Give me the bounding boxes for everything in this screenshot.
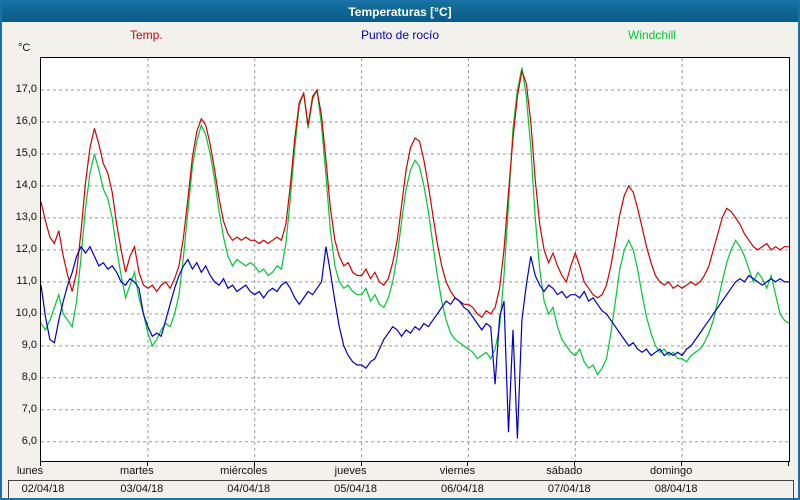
x-date-label: 05/04/18 xyxy=(334,483,377,495)
y-tick-label: 15,0 xyxy=(15,146,37,159)
x-day-label: viernes xyxy=(439,465,476,477)
x-date-label: 04/04/18 xyxy=(227,483,271,495)
y-axis-unit-label: °C xyxy=(18,42,31,54)
y-tick-label: 13,0 xyxy=(15,210,37,223)
y-tick-label: 7,0 xyxy=(21,402,37,415)
x-date-label: 07/04/18 xyxy=(547,483,591,495)
x-axis-tick xyxy=(253,462,255,466)
x-axis-tick xyxy=(788,462,789,466)
legend-item-windchill: Windchill xyxy=(628,28,677,42)
x-day-label: lunes xyxy=(16,465,44,477)
x-date-label: 08/04/18 xyxy=(654,483,698,495)
x-axis-tick xyxy=(681,462,683,466)
y-tick-label: 11,0 xyxy=(16,274,37,287)
x-day-label: jueves xyxy=(334,465,367,477)
x-axis-tick xyxy=(146,462,148,466)
x-date-label: 02/04/18 xyxy=(21,483,65,495)
y-tick-label: 8,0 xyxy=(21,370,37,383)
x-day-label: sábado xyxy=(546,465,583,477)
y-tick-label: 10,0 xyxy=(15,306,37,319)
x-day-label: domingo xyxy=(650,465,693,477)
y-tick-label: 16,0 xyxy=(15,114,37,127)
legend-item-dew-point: Punto de rocío xyxy=(360,28,440,42)
window-titlebar: Temperaturas [°C] xyxy=(2,2,798,22)
x-axis-tick xyxy=(40,462,41,466)
x-date-label: 03/04/18 xyxy=(120,483,164,495)
y-tick-label: 17,0 xyxy=(15,82,37,95)
x-date-label: 06/04/18 xyxy=(441,483,484,495)
y-tick-label: 14,0 xyxy=(15,178,37,191)
y-tick-label: 12,0 xyxy=(15,242,37,255)
y-tick-label: 6,0 xyxy=(21,434,37,447)
x-axis-tick xyxy=(574,462,576,466)
x-axis-tick xyxy=(467,462,469,466)
x-day-label: miércoles xyxy=(220,465,268,477)
chart-plot-area xyxy=(40,57,790,462)
y-tick-label: 9,0 xyxy=(21,338,37,351)
window-title: Temperaturas [°C] xyxy=(348,5,452,19)
x-axis-tick xyxy=(360,462,362,466)
x-day-label: martes xyxy=(120,465,154,477)
x-axis-dates-box xyxy=(8,480,794,498)
legend-item-temp: Temp. xyxy=(130,28,163,42)
